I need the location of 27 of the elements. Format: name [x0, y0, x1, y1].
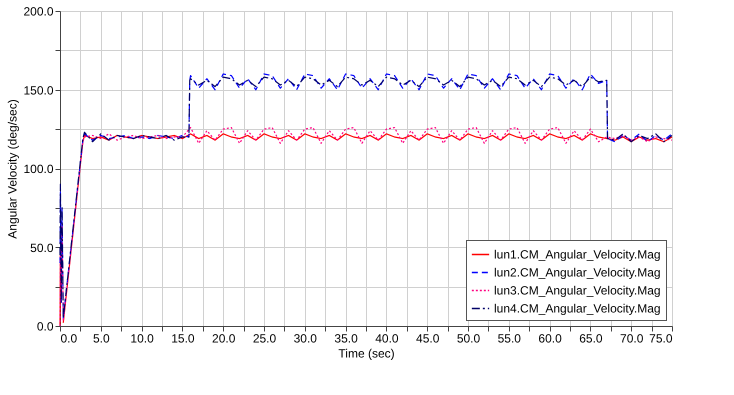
x-tick-label: 25.0 — [252, 332, 276, 346]
x-tick-label: 65.0 — [579, 332, 603, 346]
x-tick-label: 60.0 — [538, 332, 562, 346]
x-tick-label: 75.0 — [649, 332, 673, 346]
x-axis-title: Time (sec) — [338, 346, 395, 360]
x-tick-label: 50.0 — [456, 332, 480, 346]
x-tick-label: 10.0 — [130, 332, 154, 346]
y-tick-label: 200.0 — [23, 4, 54, 18]
x-tick-label: 70.0 — [620, 332, 644, 346]
legend-label: lun1.CM_Angular_Velocity.Mag — [494, 248, 661, 262]
y-axis-title: Angular Velocity (deg/sec) — [5, 99, 20, 239]
x-tick-label: 55.0 — [498, 332, 522, 346]
legend-label: lun4.CM_Angular_Velocity.Mag — [494, 302, 661, 316]
x-tick-label: 20.0 — [212, 332, 236, 346]
x-tick-label: 35.0 — [334, 332, 358, 346]
x-tick-label: 0.0 — [60, 332, 78, 346]
x-tick-label: 30.0 — [294, 332, 318, 346]
x-tick-label: 5.0 — [92, 332, 110, 346]
x-tick-label: 40.0 — [375, 332, 399, 346]
x-tick-label: 15.0 — [171, 332, 195, 346]
x-tick-label: 45.0 — [416, 332, 440, 346]
legend-label: lun3.CM_Angular_Velocity.Mag — [494, 284, 661, 298]
legend-label: lun2.CM_Angular_Velocity.Mag — [494, 266, 661, 280]
y-tick-label: 100.0 — [23, 162, 54, 176]
y-tick-label: 150.0 — [23, 83, 54, 98]
y-tick-label: 50.0 — [30, 240, 54, 255]
y-tick-label: 0.0 — [36, 320, 54, 334]
